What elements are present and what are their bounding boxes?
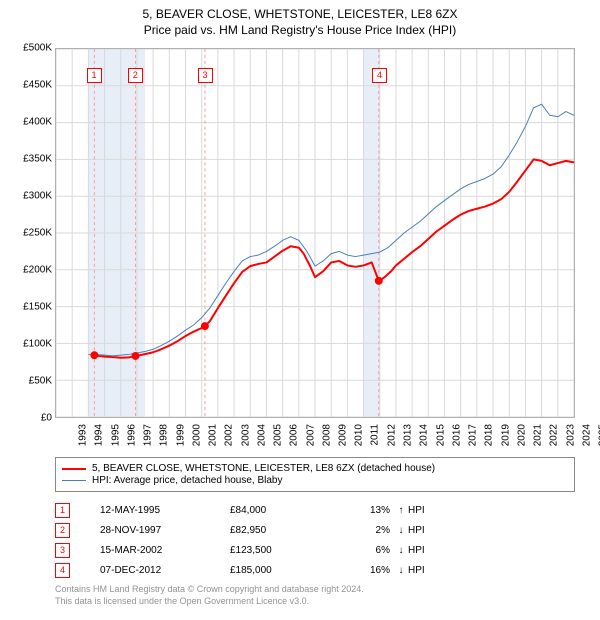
- sale-marker-box: 3: [198, 68, 213, 83]
- x-tick-label: 2003: [240, 424, 251, 446]
- chart-svg: [56, 49, 574, 417]
- y-tick-label: £50K: [29, 376, 52, 387]
- y-tick-label: £300K: [23, 191, 52, 202]
- transaction-price: £185,000: [230, 565, 330, 576]
- footer-line-1: Contains HM Land Registry data © Crown c…: [55, 584, 364, 596]
- y-tick-label: £500K: [23, 43, 52, 54]
- transaction-price: £123,500: [230, 545, 330, 556]
- x-tick-label: 1997: [142, 424, 153, 446]
- y-tick-label: £250K: [23, 228, 52, 239]
- x-tick-label: 2020: [516, 424, 527, 446]
- transaction-hpi-label: HPI: [408, 565, 425, 576]
- transaction-row: 3 15-MAR-2002£123,5006%↓HPI: [55, 540, 425, 560]
- x-tick-label: 1999: [175, 424, 186, 446]
- x-tick-label: 2012: [386, 424, 397, 446]
- x-tick-label: 2022: [549, 424, 560, 446]
- transaction-arrow-icon: ↓: [394, 545, 408, 556]
- x-tick-label: 2007: [305, 424, 316, 446]
- chart-plot-area: [55, 48, 575, 418]
- title-line-1: 5, BEAVER CLOSE, WHETSTONE, LEICESTER, L…: [0, 6, 600, 22]
- chart-container: 5, BEAVER CLOSE, WHETSTONE, LEICESTER, L…: [0, 0, 600, 620]
- transaction-arrow-icon: ↑: [394, 505, 408, 516]
- transaction-price: £82,950: [230, 525, 330, 536]
- footer-line-2: This data is licensed under the Open Gov…: [55, 596, 364, 608]
- x-tick-label: 2017: [467, 424, 478, 446]
- x-tick-label: 1994: [94, 424, 105, 446]
- x-tick-label: 1996: [126, 424, 137, 446]
- transaction-hpi-label: HPI: [408, 545, 425, 556]
- transaction-pct: 6%: [330, 545, 394, 556]
- x-tick-label: 2019: [500, 424, 511, 446]
- sale-marker-box: 2: [128, 68, 143, 83]
- x-tick-label: 2021: [532, 424, 543, 446]
- transaction-marker: 4: [55, 563, 70, 578]
- transaction-row: 2 28-NOV-1997£82,9502%↓HPI: [55, 520, 425, 540]
- legend-swatch: [62, 480, 86, 481]
- x-tick-label: 2002: [224, 424, 235, 446]
- title-line-2: Price paid vs. HM Land Registry's House …: [0, 22, 600, 38]
- x-tick-label: 2008: [321, 424, 332, 446]
- transaction-hpi-label: HPI: [408, 525, 425, 536]
- transaction-hpi-label: HPI: [408, 505, 425, 516]
- x-tick-label: 2001: [207, 424, 218, 446]
- transaction-marker: 1: [55, 503, 70, 518]
- x-tick-label: 2006: [289, 424, 300, 446]
- x-tick-label: 2023: [565, 424, 576, 446]
- legend-swatch: [62, 468, 86, 470]
- transaction-date: 28-NOV-1997: [100, 525, 230, 536]
- transaction-arrow-icon: ↓: [394, 565, 408, 576]
- transactions-table: 112-MAY-1995£84,00013%↑HPI228-NOV-1997£8…: [55, 500, 425, 580]
- x-tick-label: 1993: [77, 424, 88, 446]
- transaction-marker: 2: [55, 523, 70, 538]
- x-tick-label: 2018: [484, 424, 495, 446]
- y-tick-label: £450K: [23, 80, 52, 91]
- x-tick-label: 1998: [159, 424, 170, 446]
- x-tick-label: 2013: [402, 424, 413, 446]
- x-tick-label: 2016: [451, 424, 462, 446]
- x-tick-label: 2009: [337, 424, 348, 446]
- y-tick-label: £150K: [23, 302, 52, 313]
- y-tick-label: £0: [41, 413, 52, 424]
- transaction-pct: 13%: [330, 505, 394, 516]
- y-tick-label: £400K: [23, 117, 52, 128]
- legend-row: 5, BEAVER CLOSE, WHETSTONE, LEICESTER, L…: [62, 463, 568, 474]
- y-tick-label: £200K: [23, 265, 52, 276]
- transaction-arrow-icon: ↓: [394, 525, 408, 536]
- transaction-pct: 16%: [330, 565, 394, 576]
- y-tick-label: £100K: [23, 339, 52, 350]
- x-tick-label: 2015: [435, 424, 446, 446]
- transaction-date: 12-MAY-1995: [100, 505, 230, 516]
- x-tick-label: 2014: [419, 424, 430, 446]
- transaction-pct: 2%: [330, 525, 394, 536]
- x-tick-label: 1995: [110, 424, 121, 446]
- transaction-row: 1 12-MAY-1995£84,00013%↑HPI: [55, 500, 425, 520]
- title-block: 5, BEAVER CLOSE, WHETSTONE, LEICESTER, L…: [0, 0, 600, 38]
- x-tick-label: 2010: [354, 424, 365, 446]
- legend: 5, BEAVER CLOSE, WHETSTONE, LEICESTER, L…: [55, 457, 575, 492]
- transaction-marker: 3: [55, 543, 70, 558]
- transaction-price: £84,000: [230, 505, 330, 516]
- x-tick-label: 2024: [581, 424, 592, 446]
- transaction-date: 07-DEC-2012: [100, 565, 230, 576]
- sale-marker-box: 1: [87, 68, 102, 83]
- x-tick-label: 2011: [369, 424, 380, 446]
- y-tick-label: £350K: [23, 154, 52, 165]
- x-tick-label: 2000: [191, 424, 202, 446]
- legend-row: HPI: Average price, detached house, Blab…: [62, 475, 568, 486]
- transaction-date: 15-MAR-2002: [100, 545, 230, 556]
- sale-marker-box: 4: [372, 68, 387, 83]
- legend-label: HPI: Average price, detached house, Blab…: [92, 475, 283, 486]
- legend-label: 5, BEAVER CLOSE, WHETSTONE, LEICESTER, L…: [92, 463, 435, 474]
- x-tick-label: 2005: [272, 424, 283, 446]
- x-tick-label: 2004: [256, 424, 267, 446]
- footer-attribution: Contains HM Land Registry data © Crown c…: [55, 584, 364, 607]
- transaction-row: 4 07-DEC-2012£185,00016%↓HPI: [55, 560, 425, 580]
